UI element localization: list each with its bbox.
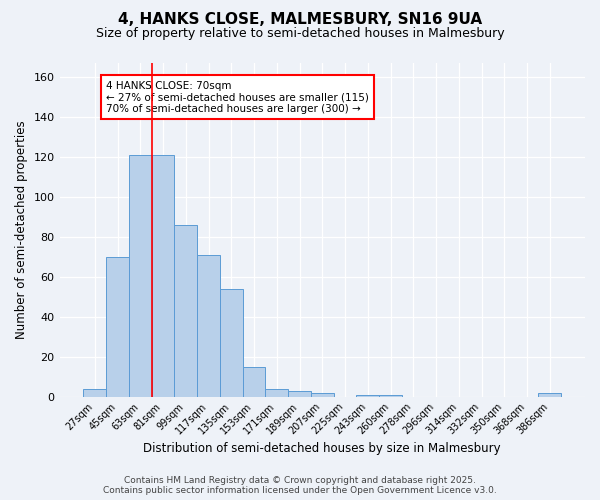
X-axis label: Distribution of semi-detached houses by size in Malmesbury: Distribution of semi-detached houses by … <box>143 442 501 455</box>
Bar <box>129 154 152 396</box>
Text: Size of property relative to semi-detached houses in Malmesbury: Size of property relative to semi-detach… <box>95 28 505 40</box>
Text: 4, HANKS CLOSE, MALMESBURY, SN16 9UA: 4, HANKS CLOSE, MALMESBURY, SN16 9UA <box>118 12 482 28</box>
Bar <box>288 390 311 396</box>
Bar <box>265 388 288 396</box>
Bar <box>220 288 242 397</box>
Bar <box>152 154 175 396</box>
Bar <box>83 388 106 396</box>
Bar <box>106 256 129 396</box>
Text: Contains HM Land Registry data © Crown copyright and database right 2025.
Contai: Contains HM Land Registry data © Crown c… <box>103 476 497 495</box>
Bar <box>197 254 220 396</box>
Y-axis label: Number of semi-detached properties: Number of semi-detached properties <box>15 120 28 339</box>
Bar <box>175 224 197 396</box>
Bar <box>538 392 561 396</box>
Bar <box>311 392 334 396</box>
Bar <box>356 394 379 396</box>
Text: 4 HANKS CLOSE: 70sqm
← 27% of semi-detached houses are smaller (115)
70% of semi: 4 HANKS CLOSE: 70sqm ← 27% of semi-detac… <box>106 80 369 114</box>
Bar <box>379 394 402 396</box>
Bar <box>242 366 265 396</box>
